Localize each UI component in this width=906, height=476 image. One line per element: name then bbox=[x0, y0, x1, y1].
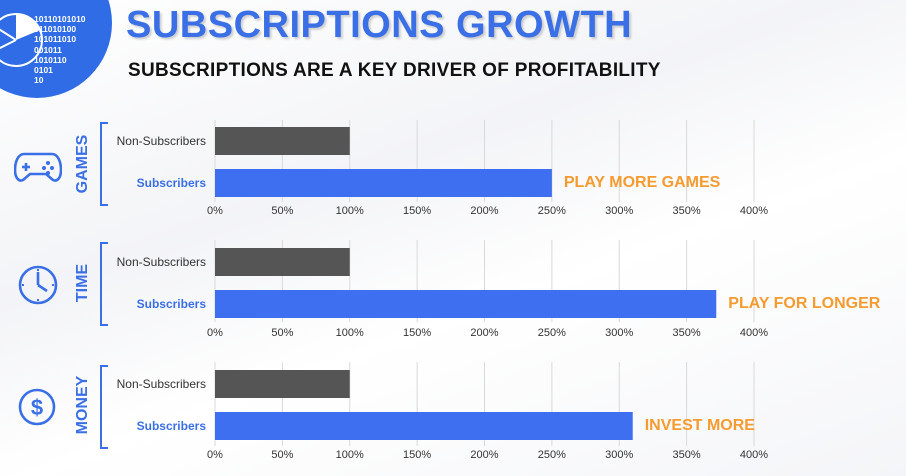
category-label: Non-Subscribers bbox=[117, 255, 206, 269]
x-tick-label: 150% bbox=[403, 449, 431, 461]
bar-subscribers bbox=[215, 412, 633, 440]
category-label: Subscribers bbox=[137, 176, 207, 190]
x-tick-label: 250% bbox=[538, 205, 566, 217]
page-subtitle: SUBSCRIPTIONS ARE A KEY DRIVER OF PROFIT… bbox=[128, 60, 661, 81]
x-tick-label: 0% bbox=[207, 205, 223, 217]
x-tick-label: 400% bbox=[740, 205, 768, 217]
x-tick-label: 0% bbox=[207, 327, 223, 339]
section-bracket-games bbox=[100, 122, 108, 206]
section-bracket-time bbox=[100, 242, 108, 326]
x-tick-label: 250% bbox=[538, 449, 566, 461]
x-tick-label: 300% bbox=[605, 205, 633, 217]
x-tick-label: 200% bbox=[470, 327, 498, 339]
bar-non-subscribers bbox=[215, 370, 350, 398]
bar-non-subscribers bbox=[215, 248, 350, 276]
bar-subscribers bbox=[215, 290, 717, 318]
x-tick-label: 100% bbox=[336, 205, 364, 217]
bar-subscribers bbox=[215, 169, 552, 197]
x-tick-label: 150% bbox=[403, 327, 431, 339]
x-tick-label: 200% bbox=[470, 449, 498, 461]
x-tick-label: 100% bbox=[336, 327, 364, 339]
x-tick-label: 100% bbox=[336, 449, 364, 461]
dollar-coin-icon: $ bbox=[18, 388, 56, 426]
page-title: SUBSCRIPTIONS GROWTH bbox=[126, 4, 633, 46]
category-label: Non-Subscribers bbox=[117, 377, 206, 391]
x-tick-label: 400% bbox=[740, 327, 768, 339]
x-tick-label: 350% bbox=[673, 327, 701, 339]
callout-invest-more: INVEST MORE bbox=[644, 417, 755, 434]
x-tick-label: 350% bbox=[673, 449, 701, 461]
callout-play-for-longer: PLAY FOR LONGER bbox=[728, 295, 881, 312]
x-tick-label: 250% bbox=[538, 327, 566, 339]
bar-non-subscribers bbox=[215, 127, 350, 155]
x-tick-label: 50% bbox=[271, 205, 293, 217]
x-tick-label: 50% bbox=[271, 327, 293, 339]
gamepad-icon bbox=[14, 152, 62, 182]
x-tick-label: 50% bbox=[271, 449, 293, 461]
x-tick-label: 150% bbox=[403, 205, 431, 217]
svg-text:$: $ bbox=[31, 395, 43, 420]
callout-play-more-games: PLAY MORE GAMES bbox=[563, 174, 721, 191]
x-tick-label: 200% bbox=[470, 205, 498, 217]
x-tick-label: 350% bbox=[673, 205, 701, 217]
logo-binary-text: 10110101010 011010100 101011010 001011 1… bbox=[34, 14, 86, 86]
x-tick-label: 400% bbox=[740, 449, 768, 461]
pie-chart-logo-icon bbox=[0, 13, 43, 67]
category-label: Non-Subscribers bbox=[117, 134, 206, 148]
x-tick-label: 300% bbox=[605, 327, 633, 339]
category-label: Subscribers bbox=[137, 419, 207, 433]
x-tick-label: 300% bbox=[605, 449, 633, 461]
x-tick-label: 0% bbox=[207, 449, 223, 461]
section-bracket-money bbox=[100, 365, 108, 449]
clock-icon bbox=[18, 265, 58, 305]
category-label: Subscribers bbox=[137, 297, 207, 311]
